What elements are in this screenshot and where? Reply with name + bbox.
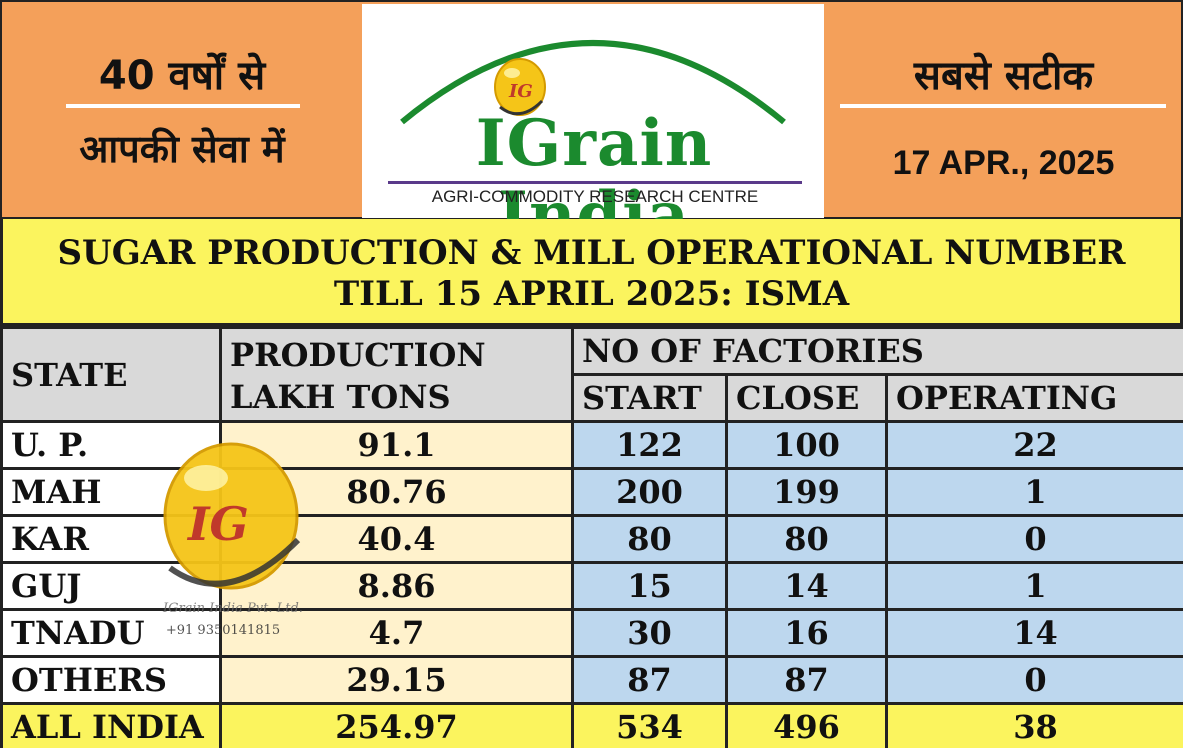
header-banner: 40 वर्षों से आपकी सेवा में IG IGrain Ind… bbox=[0, 0, 1183, 252]
brand-divider bbox=[388, 181, 802, 184]
operating-cell: 14 bbox=[885, 608, 1183, 658]
header-production: PRODUCTION LAKH TONS bbox=[219, 326, 574, 423]
close-cell: 87 bbox=[725, 655, 888, 705]
header-operating: OPERATING bbox=[885, 373, 1183, 423]
start-cell: 30 bbox=[571, 608, 728, 658]
operating-cell: 22 bbox=[885, 420, 1183, 470]
production-cell: 40.4 bbox=[219, 514, 574, 564]
report-date: 17 APR., 2025 bbox=[892, 144, 1115, 182]
divider bbox=[840, 104, 1166, 108]
sugar-production-table: STATE PRODUCTION LAKH TONS NO OF FACTORI… bbox=[0, 326, 1183, 748]
state-cell: TNADU bbox=[0, 608, 222, 658]
close-cell: 14 bbox=[725, 561, 888, 611]
logo-mark: IG bbox=[508, 81, 533, 102]
header-start: START bbox=[571, 373, 728, 423]
start-cell: 200 bbox=[571, 467, 728, 517]
watermark-phone: +91 9350141815 bbox=[165, 623, 281, 638]
header-row: STATE PRODUCTION LAKH TONS NO OF FACTORI… bbox=[0, 326, 1183, 423]
production-cell: 80.76 bbox=[219, 467, 574, 517]
table-row: MAH 80.76 200 199 1 bbox=[0, 467, 1183, 517]
total-production-cell: 254.97 bbox=[219, 702, 574, 748]
operating-cell: 1 bbox=[885, 561, 1183, 611]
tagline-years: 40 वर्षों से bbox=[98, 53, 266, 99]
tagline-left: 40 वर्षों से आपकी सेवा में bbox=[4, 4, 360, 218]
table-row: OTHERS 29.15 87 87 0 bbox=[0, 655, 1183, 705]
logo-arc-icon bbox=[400, 40, 786, 125]
header-production-line2: LAKH TONS bbox=[230, 377, 451, 416]
operating-cell: 0 bbox=[885, 514, 1183, 564]
brand-subtitle: AGRI-COMMODITY RESEARCH CENTRE bbox=[431, 187, 759, 206]
start-cell: 87 bbox=[571, 655, 728, 705]
brand-logo: IG IGrain India AGRI-COMMODITY RESEARCH … bbox=[362, 4, 824, 252]
total-operating-cell: 38 bbox=[885, 702, 1183, 748]
operating-cell: 0 bbox=[885, 655, 1183, 705]
watermark-company: IGrain India Pvt. Ltd. bbox=[163, 601, 303, 616]
state-cell: KAR bbox=[0, 514, 222, 564]
header-factories: NO OF FACTORIES bbox=[571, 326, 1183, 376]
total-row: ALL INDIA 254.97 534 496 38 bbox=[0, 702, 1183, 748]
state-cell: U. P. bbox=[0, 420, 222, 470]
header-production-line1: PRODUCTION bbox=[230, 335, 486, 374]
total-start-cell: 534 bbox=[571, 702, 728, 748]
close-cell: 100 bbox=[725, 420, 888, 470]
close-cell: 80 bbox=[725, 514, 888, 564]
production-cell: 29.15 bbox=[219, 655, 574, 705]
subheader-row: START CLOSE OPERATING bbox=[2, 373, 1183, 423]
start-cell: 80 bbox=[571, 514, 728, 564]
table-row: KAR 40.4 80 80 0 bbox=[0, 514, 1183, 564]
divider bbox=[66, 104, 300, 108]
total-close-cell: 496 bbox=[725, 702, 888, 748]
close-cell: 16 bbox=[725, 608, 888, 658]
start-cell: 122 bbox=[571, 420, 728, 470]
table-row: U. P. 91.1 122 100 22 bbox=[0, 420, 1183, 470]
state-cell: MAH bbox=[0, 467, 222, 517]
operating-cell: 1 bbox=[885, 467, 1183, 517]
tagline-service: आपकी सेवा में bbox=[79, 127, 285, 171]
start-cell: 15 bbox=[571, 561, 728, 611]
production-cell: 4.7 bbox=[219, 608, 574, 658]
tagline-right: सबसे सटीक 17 APR., 2025 bbox=[826, 4, 1181, 218]
report-title: SUGAR PRODUCTION & MILL OPERATIONAL NUMB… bbox=[0, 219, 1183, 326]
close-cell: 199 bbox=[725, 467, 888, 517]
production-cell: 91.1 bbox=[219, 420, 574, 470]
header-state: STATE bbox=[0, 326, 222, 423]
total-state-cell: ALL INDIA bbox=[0, 702, 222, 748]
header-close: CLOSE bbox=[725, 373, 888, 423]
grain-ball-icon: IG bbox=[494, 58, 546, 116]
tagline-accuracy: सबसे सटीक bbox=[913, 53, 1094, 99]
table-row: TNADU 4.7 30 16 14 bbox=[0, 608, 1183, 658]
state-cell: OTHERS bbox=[0, 655, 222, 705]
